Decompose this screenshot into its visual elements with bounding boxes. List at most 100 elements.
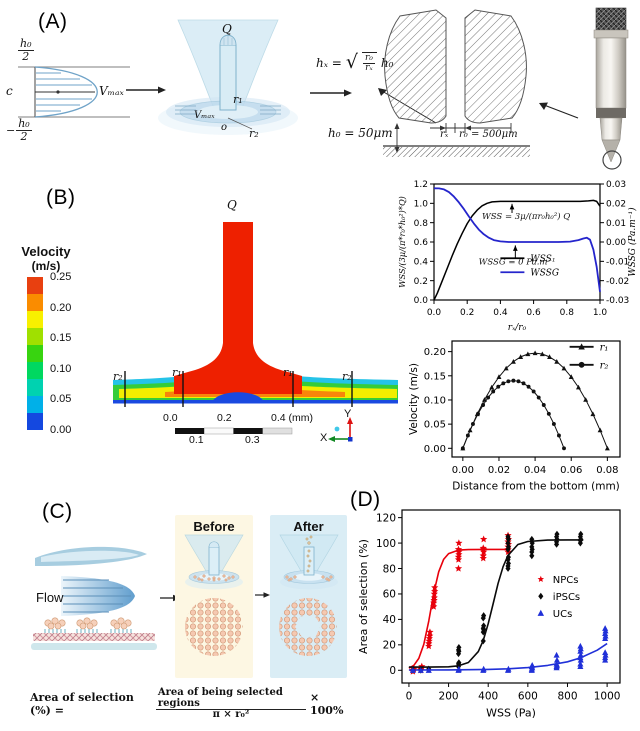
y2-axis-label: WSSG (Pa.m⁻¹): [627, 207, 638, 277]
colorbar-tick: 0.25: [50, 271, 72, 283]
diamond-marker: [480, 637, 486, 645]
series-iPSCs-fit: [408, 539, 584, 668]
diamond-marker: [505, 539, 511, 547]
y-tick-label: 120: [376, 512, 396, 524]
y-tick-label: 1.0: [414, 200, 429, 210]
y2-tick-label: 0.01: [606, 219, 626, 229]
y2-tick-label: -0.01: [606, 258, 629, 268]
cfd-contour-graphic: [113, 222, 398, 442]
x-axis-label: rₓ/r₀: [508, 323, 527, 333]
y-tick-label: 0.20: [424, 347, 446, 358]
triangle-marker: [554, 359, 560, 364]
before-funnel-graphic: [184, 534, 244, 590]
star-marker: [454, 555, 463, 563]
poiseuille-profile-schematic: [18, 66, 130, 118]
before-title: Before: [193, 519, 235, 534]
triangle-marker: [575, 384, 581, 390]
before-cells-dots: [193, 574, 235, 582]
colorbar-segment: [27, 396, 43, 413]
triangle-marker: [602, 649, 609, 656]
triangle-marker: [537, 609, 545, 616]
x-tick-label: 0.08: [596, 465, 618, 476]
triangle-marker: [561, 365, 567, 371]
triangle-marker: [604, 445, 610, 451]
x-axis-label: Distance from the bottom (mm): [452, 481, 620, 493]
triad-x-label: X: [320, 432, 328, 444]
colorbar-tick: 0.00: [50, 424, 72, 436]
diamond-marker: [538, 592, 544, 600]
y-tick-label: 100: [376, 538, 396, 550]
x-tick-label: 0: [406, 691, 413, 703]
selection-chart: 0 200 400 600 800 1000 0 20 40 60 80 100 120 WSS (Pa)…: [356, 496, 636, 729]
triangle-marker: [480, 665, 487, 672]
x-tick-label: 0.6: [526, 308, 541, 318]
colorbar-segment: [27, 413, 43, 430]
y2-tick-label: 0.03: [606, 180, 626, 190]
legend-item-r₁: r₁: [569, 342, 608, 353]
star-marker: [430, 602, 438, 610]
colorbar-segment: [27, 277, 43, 294]
panel-a-graphic: [18, 7, 629, 170]
cfd-q-label: Q: [227, 198, 237, 212]
star-marker: [426, 628, 434, 636]
star-marker: [430, 593, 438, 601]
star-marker: [426, 632, 434, 640]
triangle-marker: [597, 427, 603, 433]
before-cell-circle: [185, 598, 243, 656]
arrow-a1: [126, 86, 166, 94]
y2-tick-label: -0.02: [606, 277, 629, 287]
legend-item-iPSCs: iPSCs: [538, 592, 580, 603]
triangle-marker: [496, 374, 502, 379]
diamond-marker: [554, 530, 560, 538]
arrow-a2: [310, 89, 352, 97]
triangle-marker: [547, 354, 553, 359]
colorbar-tick: 0.20: [50, 301, 72, 314]
x-tick-label: 0.06: [560, 465, 582, 476]
legend-item-WSS: WSS: [500, 254, 552, 264]
star-marker: [425, 634, 433, 642]
triangle-marker: [510, 359, 516, 364]
triangle-marker: [455, 665, 462, 672]
triangle-marker: [578, 343, 585, 350]
legend-item-r₂: r₂: [569, 360, 608, 371]
series-r₁: [460, 350, 610, 451]
y-axis-label: Velocity (m/s): [408, 363, 420, 435]
star-marker: [425, 642, 433, 650]
flow-label: Flow: [36, 590, 64, 605]
star-marker: [454, 564, 463, 572]
y-tick-label: 0.05: [424, 420, 446, 431]
x-tick-label: 0.0: [427, 308, 442, 318]
series-UCs: [409, 625, 609, 673]
panel-b-label: (B): [46, 186, 76, 209]
funnel-o-label: o: [221, 122, 228, 133]
x-tick-label: 1.0: [593, 308, 608, 318]
star-marker: [430, 599, 438, 606]
triangle-marker: [505, 665, 512, 672]
star-marker: [425, 637, 433, 645]
triangle-marker: [425, 667, 432, 673]
y-tick-label: 80: [383, 563, 396, 575]
star-marker: [455, 539, 463, 547]
scale-label-02: 0.2: [217, 412, 232, 424]
equation-denominator: π × r₀²: [212, 709, 250, 720]
colorbar-tick-labels: 0.25 0.20 0.15 0.10 0.05 0.00: [47, 271, 87, 437]
cfd-film: [113, 222, 398, 404]
arrow-c2: [255, 592, 270, 598]
colorbar-segment: [27, 345, 43, 362]
legend-label: WSSG: [530, 268, 559, 278]
legend-label: iPSCs: [553, 592, 580, 603]
legend-item-UCs: UCs: [537, 609, 572, 620]
y-tick-label: 0.4: [414, 258, 429, 268]
cfd-r2-left-label: r₂: [113, 370, 123, 383]
legend-item-NPCs: NPCs: [537, 575, 579, 586]
profile-h-bottom-label: − h₀ 2: [6, 117, 32, 143]
triangle-marker: [529, 661, 536, 668]
triangle-marker: [577, 642, 584, 649]
y-axis-label: WSS/(3μ/(π*r₀*h₀²)*Q): [397, 196, 407, 288]
equation-lhs: Area of selection (%) =: [30, 691, 134, 718]
colorbar-segment: [27, 294, 43, 311]
triangle-marker: [539, 351, 545, 357]
y-tick-label: 0: [389, 665, 396, 677]
star-marker: [430, 596, 438, 604]
triangle-marker: [553, 656, 561, 663]
